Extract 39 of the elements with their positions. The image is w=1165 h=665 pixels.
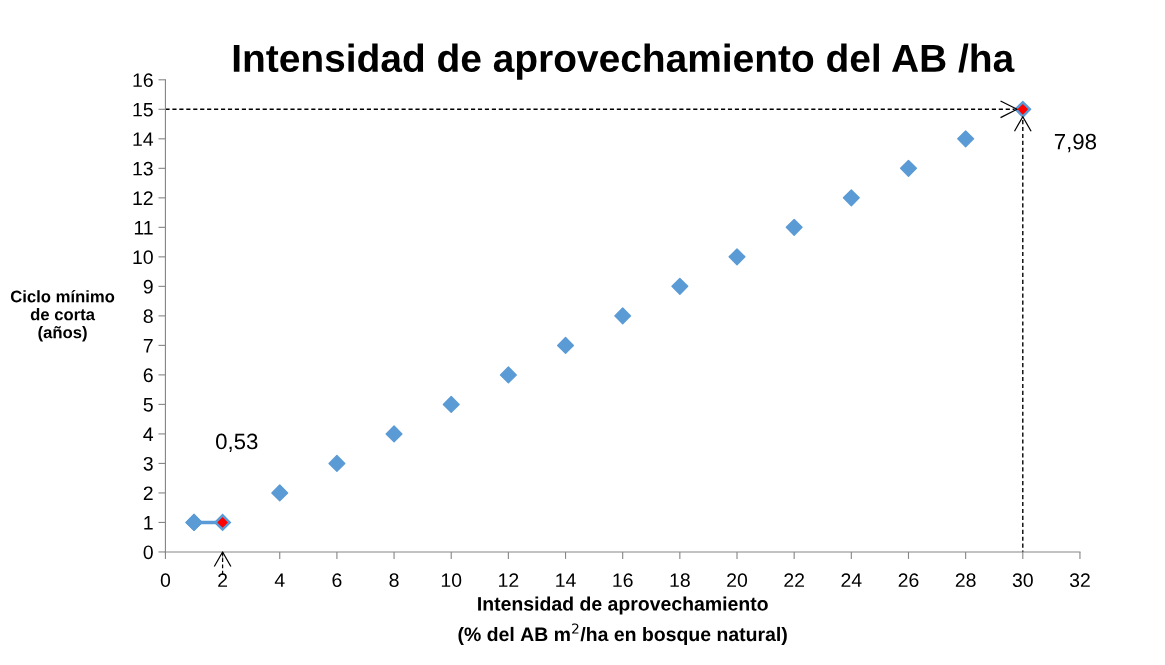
annotation: 0,53: [216, 433, 258, 452]
x-tick-label: 16: [613, 573, 633, 588]
x-tick-label: 20: [727, 573, 748, 588]
y-tick-label: 4: [143, 427, 154, 441]
y-tick-label: 2: [143, 486, 153, 500]
y-tick-label: 12: [133, 191, 153, 205]
y-tick-label: 8: [143, 309, 153, 324]
y-tick-label: 15: [133, 102, 153, 117]
y-axis-title: Ciclo mínimo de corta (años): [10, 290, 115, 342]
x-tick-label: 2: [218, 573, 228, 587]
y-tick-label: 16: [133, 73, 153, 88]
y-tick-label: 6: [143, 368, 153, 383]
y-tick-label: 0: [143, 545, 153, 560]
x-tick-label: 0: [160, 573, 171, 588]
y-tick-label: 5: [143, 398, 153, 412]
x-tick-label: 26: [898, 573, 919, 588]
x-tick-label: 12: [499, 573, 519, 587]
x-axis-title: Intensidad de aprovechamiento (% del AB m$^{2}$/ha en bosque natural): [458, 596, 787, 646]
x-tick-label: 22: [784, 573, 804, 587]
x-tick-label: 8: [389, 573, 399, 588]
y-tick-label: 14: [133, 132, 154, 146]
y-tick-label: 1: [144, 516, 153, 530]
x-tick-label: 24: [841, 573, 862, 587]
x-tick-label: 32: [1069, 573, 1090, 588]
x-tick-label: 4: [274, 573, 285, 587]
y-tick-label: 13: [133, 161, 153, 176]
y-tick-label: 9: [143, 279, 153, 294]
x-tick-label: 14: [556, 573, 576, 587]
x-tick-label: 10: [441, 573, 462, 588]
y-tick-label: 3: [143, 456, 153, 471]
x-tick-label: 18: [670, 573, 690, 588]
x-tick-label: 30: [1012, 573, 1033, 588]
annotation: 7,98: [1054, 133, 1097, 153]
chart-title: Intensidad de aprovechamiento del AB /ha: [233, 43, 1015, 80]
x-tick-label: 6: [332, 573, 342, 588]
x-tick-label: 28: [955, 573, 976, 588]
y-tick-label: 7: [143, 339, 153, 353]
y-tick-label: 10: [133, 250, 153, 265]
y-tick-label: 11: [134, 221, 153, 235]
